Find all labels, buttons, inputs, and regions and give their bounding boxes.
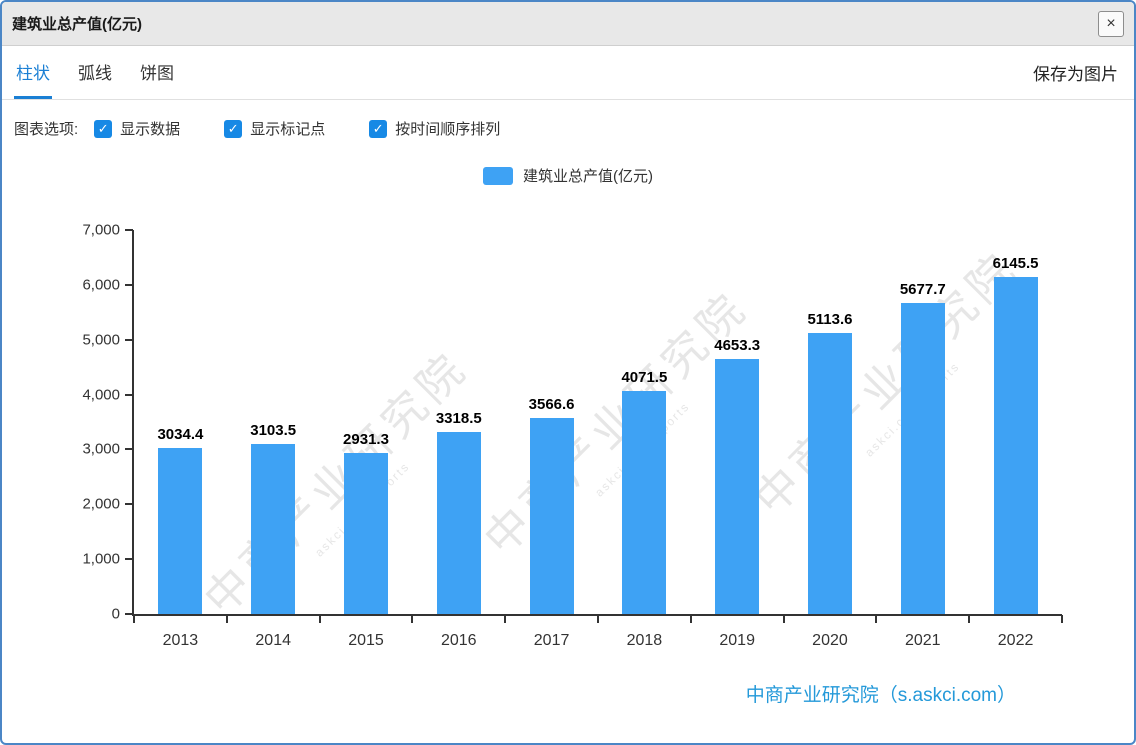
y-tick-label: 6,000	[82, 276, 120, 294]
bar-cell: 5113.6 2020	[784, 230, 877, 649]
y-tick-mark	[125, 558, 133, 561]
y-tick-label: 0	[111, 605, 120, 623]
source-credit: 中商产业研究院（s.askci.com）	[745, 685, 1016, 706]
x-tick-label: 2017	[533, 632, 570, 649]
x-tick-label: 2018	[626, 632, 663, 649]
y-tick-mark	[125, 229, 133, 231]
x-tick-label: 2013	[162, 632, 199, 649]
bar[interactable]	[622, 390, 667, 614]
bar-value-label: 4071.5	[621, 368, 668, 386]
y-tick-label: 3,000	[82, 440, 120, 458]
bar-value-label: 3034.4	[157, 425, 204, 443]
close-button[interactable]: ×	[1098, 10, 1124, 37]
checkbox-checked-icon[interactable]: ✓	[224, 119, 243, 138]
bar[interactable]	[900, 302, 945, 614]
checkbox-checked-icon[interactable]: ✓	[94, 119, 113, 138]
x-tick-label: 2015	[348, 632, 384, 649]
option-1[interactable]: ✓ 显示标记点	[224, 118, 325, 139]
bar[interactable]	[529, 418, 574, 614]
plot-area: 3034.4 2013 3103.5 2014 2931.3 2015 3318.5 2016…	[82, 222, 1063, 649]
y-tick-label: 1,000	[82, 550, 120, 568]
bars: 3034.4 2013 3103.5 2014 2931.3 2015 3318.5 2016…	[134, 230, 1062, 649]
bar[interactable]	[807, 333, 852, 614]
x-tick-mark	[689, 615, 692, 623]
bar-value-label: 6145.5	[992, 254, 1039, 272]
close-icon: ×	[1106, 14, 1116, 32]
y-tick-mark	[125, 613, 133, 615]
bar-value-label: 3318.5	[435, 409, 482, 427]
bar[interactable]	[993, 276, 1038, 614]
x-tick-label: 2022	[997, 632, 1034, 649]
tab-1[interactable]: 弧线	[78, 63, 112, 83]
bar-cell: 3034.4 2013	[134, 230, 227, 649]
option-label: 按时间顺序排列	[395, 121, 501, 138]
bar-value-label: 5677.7	[899, 280, 946, 298]
bar-value-label: 5113.6	[807, 311, 853, 329]
y-tick-label: 2,000	[82, 495, 120, 513]
bar[interactable]	[715, 358, 760, 614]
x-tick-mark	[1061, 615, 1063, 623]
x-tick-mark	[875, 615, 878, 623]
legend-label: 建筑业总产值(亿元)	[523, 168, 653, 185]
bar[interactable]	[158, 447, 203, 614]
chart-options-label: 图表选项:	[14, 121, 79, 138]
y-tick-mark	[125, 338, 133, 341]
y-tick-label: 5,000	[82, 331, 120, 349]
bar-cell: 3103.5 2014	[227, 230, 320, 649]
option-2[interactable]: ✓ 按时间顺序排列	[369, 118, 500, 139]
x-tick-mark	[411, 615, 414, 623]
bar-cell: 4071.5 2018	[598, 230, 691, 649]
legend-swatch-icon	[483, 166, 513, 185]
tab-bar-tabs: 柱状 弧线 饼图	[14, 46, 176, 99]
option-0[interactable]: ✓ 显示数据	[94, 118, 180, 139]
dialog-title: 建筑业总产值(亿元)	[12, 16, 142, 33]
bar[interactable]	[436, 431, 481, 614]
bar-cell: 6145.5 2022	[969, 230, 1062, 649]
dialog-header: 建筑业总产值(亿元) ×	[2, 2, 1134, 46]
x-tick-label: 2020	[812, 632, 848, 649]
x-tick-mark	[225, 615, 228, 623]
x-tick-mark	[133, 615, 135, 623]
bar-value-label: 3103.5	[250, 421, 297, 439]
save-as-image-button[interactable]: 保存为图片	[1033, 65, 1118, 84]
bar-value-label: 4653.3	[714, 336, 761, 354]
bar-cell: 5677.7 2021	[876, 230, 969, 649]
x-tick-mark	[782, 615, 785, 623]
bar-cell: 3566.6 2017	[505, 230, 598, 649]
y-tick-mark	[125, 503, 133, 506]
tab-0[interactable]: 柱状	[14, 46, 52, 99]
bar-cell: 2931.3 2015	[320, 230, 413, 649]
option-label: 显示标记点	[250, 121, 326, 138]
tab-bar: 柱状 弧线 饼图 保存为图片	[2, 46, 1134, 100]
x-tick-label: 2019	[719, 632, 755, 649]
y-tick-label: 4,000	[82, 386, 120, 404]
bar[interactable]	[251, 443, 296, 614]
bar-value-label: 3566.6	[528, 396, 575, 414]
bar-cell: 4653.3 2019	[691, 230, 784, 649]
x-tick-mark	[597, 615, 599, 623]
y-tick-mark	[125, 448, 133, 451]
x-tick-label: 2014	[255, 632, 291, 649]
chart-options: ✓ 显示数据 ✓ 显示标记点 ✓ 按时间顺序排列	[94, 118, 500, 139]
bar-chart: 3034.4 2013 3103.5 2014 2931.3 2015 3318.5 2016…	[54, 216, 1086, 668]
y-tick-label: 7,000	[82, 221, 120, 239]
y-tick-mark	[125, 393, 133, 396]
checkbox-checked-icon[interactable]: ✓	[369, 119, 388, 138]
chart-options-row: 图表选项: ✓ 显示数据 ✓ 显示标记点 ✓ 按时间顺序排列	[2, 100, 1134, 143]
chart-legend[interactable]: 建筑业总产值(亿元)	[2, 165, 1134, 186]
x-tick-label: 2016	[440, 632, 477, 649]
bar-value-label: 2931.3	[343, 431, 389, 449]
y-tick-mark	[125, 283, 133, 286]
x-tick-mark	[504, 615, 507, 623]
x-tick-label: 2021	[904, 632, 941, 649]
bar[interactable]	[343, 453, 388, 614]
tab-2[interactable]: 饼图	[140, 63, 174, 83]
bar-cell: 3318.5 2016	[412, 230, 505, 649]
x-tick-mark	[968, 615, 971, 623]
x-tick-mark	[318, 615, 321, 623]
option-label: 显示数据	[120, 121, 181, 138]
